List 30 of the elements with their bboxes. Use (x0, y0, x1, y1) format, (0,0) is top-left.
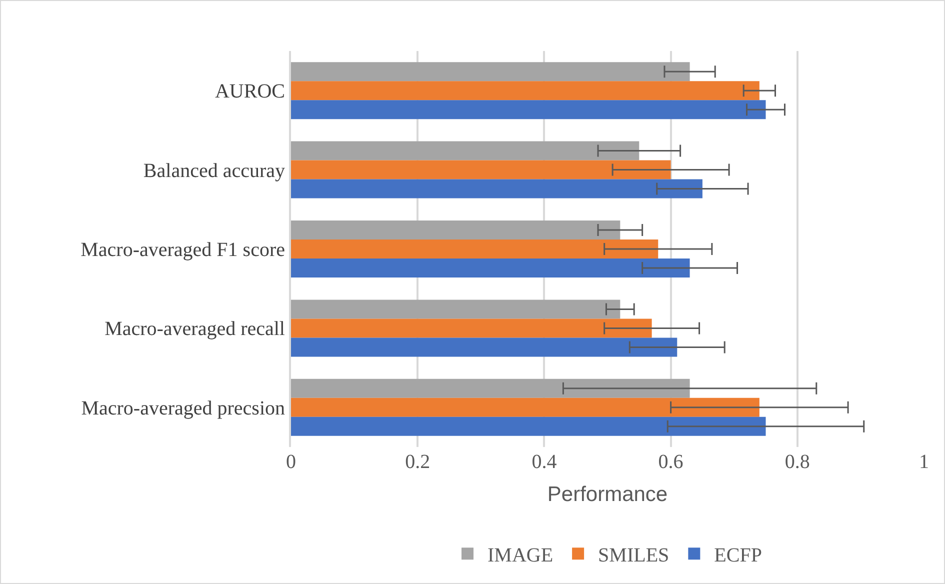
bar (291, 220, 620, 240)
x-axis-title: Performance (547, 483, 668, 506)
y-tick-label: Macro-averaged F1 score (80, 239, 286, 261)
legend-label: IMAGE (488, 544, 554, 566)
bar (291, 141, 640, 160)
bar (291, 300, 620, 319)
x-tick-label: 0.6 (658, 451, 684, 473)
bar (291, 318, 652, 338)
bar (291, 179, 702, 198)
bar (291, 416, 766, 436)
bar (291, 160, 671, 180)
bar (291, 62, 690, 82)
x-tick-label: 1 (919, 451, 929, 473)
y-tick-label: Balanced accuray (143, 160, 285, 182)
y-tick-label: Macro-averaged recall (104, 318, 286, 340)
y-tick-label: AUROC (214, 80, 285, 103)
bar (291, 258, 690, 278)
bar (291, 81, 760, 100)
bar (291, 240, 658, 258)
x-tick-label: 0.8 (784, 451, 810, 473)
legend-label: SMILES (598, 544, 670, 566)
legend-label: ECFP (714, 544, 762, 566)
bar (291, 378, 690, 398)
bar (291, 398, 760, 417)
x-tick-label: 0.4 (532, 451, 557, 473)
bar (291, 338, 678, 357)
x-tick-label: 0.2 (405, 451, 430, 473)
x-tick-label: 0 (286, 451, 296, 473)
bar (291, 100, 766, 120)
y-tick-label: Macro-averaged precsion (81, 397, 285, 420)
